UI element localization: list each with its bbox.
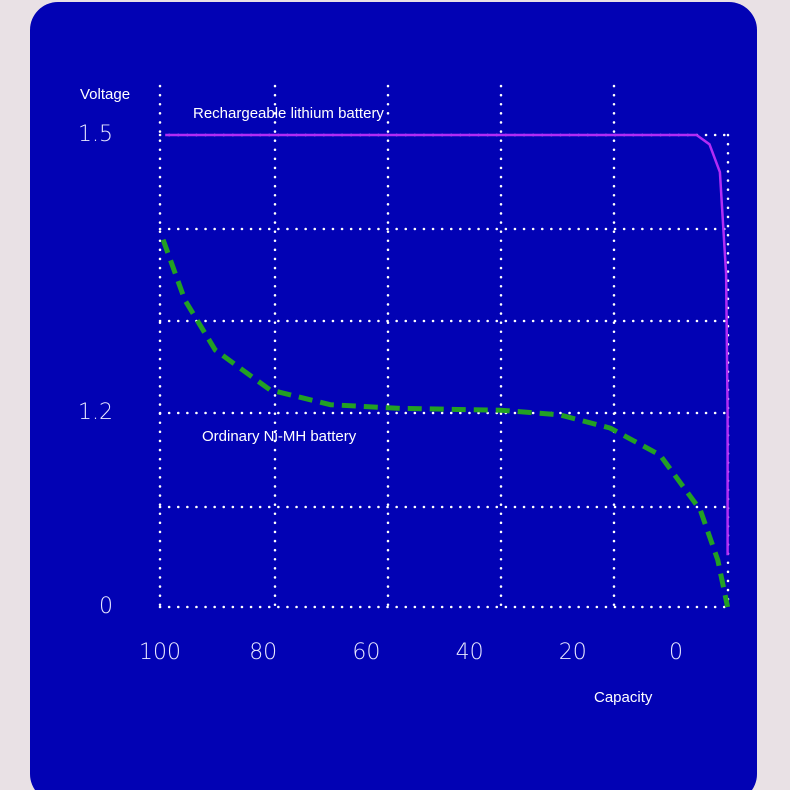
x-tick-label: 100 bbox=[139, 640, 181, 665]
x-axis-label: Capacity bbox=[594, 689, 653, 706]
y-axis-label: Voltage bbox=[80, 86, 130, 103]
series-line bbox=[160, 238, 731, 608]
y-tick-label: 1.5 bbox=[78, 122, 113, 147]
series-label: Ordinary Ni-MH battery bbox=[202, 428, 357, 445]
x-tick-label: 80 bbox=[249, 640, 277, 665]
x-tick-label: 0 bbox=[669, 640, 683, 665]
series-label: Rechargeable lithium battery bbox=[193, 105, 384, 122]
series-line bbox=[165, 133, 729, 556]
x-tick-label: 40 bbox=[456, 640, 484, 665]
x-tick-label: 60 bbox=[352, 640, 380, 665]
y-tick-label: 1.2 bbox=[78, 400, 113, 425]
panel bbox=[30, 2, 757, 790]
x-tick-label: 20 bbox=[559, 640, 587, 665]
y-tick-label: 0 bbox=[99, 594, 113, 619]
